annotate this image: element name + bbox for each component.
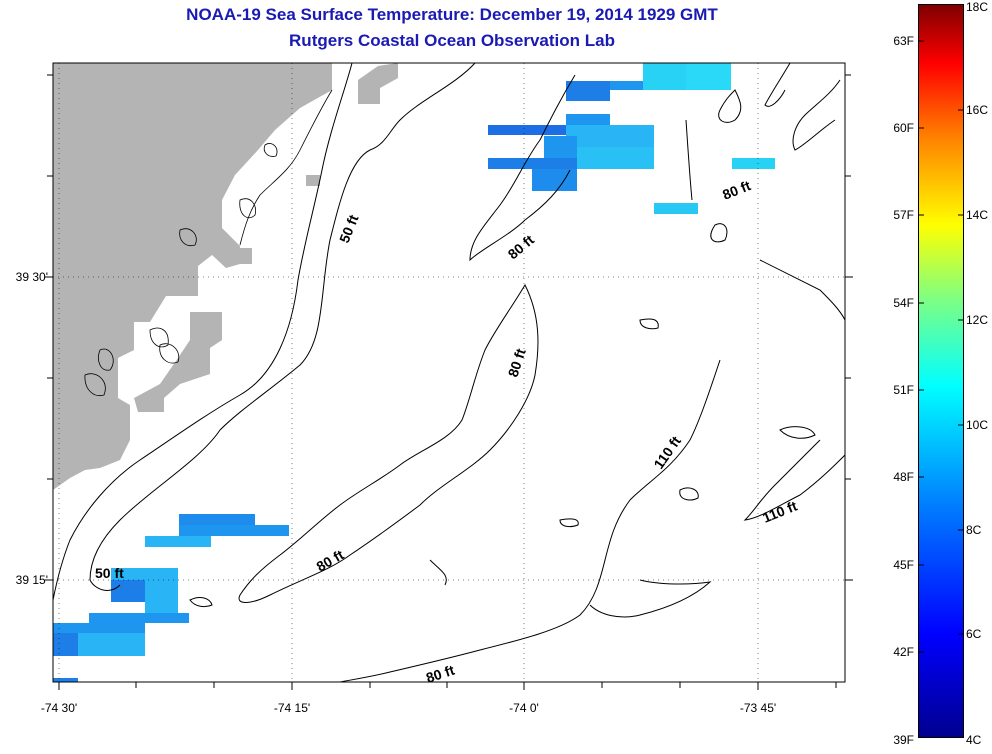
- colorbar-c-label: 6C: [966, 627, 982, 641]
- land-mass: [53, 63, 332, 490]
- colorbar-c-label: 14C: [966, 208, 989, 222]
- land-mass: [358, 63, 398, 104]
- depth-label: 80 ft: [505, 231, 538, 262]
- colorbar-f-label: 60F: [893, 121, 914, 135]
- lat-label: 39 15': [15, 573, 48, 587]
- land-mass: [102, 322, 130, 398]
- lat-label: 39 30': [15, 270, 48, 284]
- temperature-colorbar: [918, 4, 964, 738]
- lon-label: -73 45': [739, 701, 777, 715]
- colorbar-f-label: 54F: [893, 296, 914, 310]
- lon-label: -74 0': [509, 701, 539, 715]
- map-subtitle: Rutgers Coastal Ocean Observation Lab: [289, 31, 615, 50]
- lon-label: -74 15': [273, 701, 311, 715]
- colorbar-c-label: 12C: [966, 313, 989, 327]
- colorbar-f-label: 57F: [893, 208, 914, 222]
- depth-label: 80 ft: [720, 177, 753, 203]
- depth-label: 110 ft: [650, 433, 684, 472]
- colorbar-f-label: 48F: [893, 470, 914, 484]
- lon-label: -74 30': [40, 701, 78, 715]
- depth-label: 50 ft: [336, 212, 362, 245]
- colorbar-c-label: 16C: [966, 103, 989, 117]
- sst-pixels: [53, 63, 775, 682]
- map-frame: [52, 62, 846, 683]
- grid-lines: [53, 63, 845, 682]
- depth-label: 80 ft: [505, 346, 529, 379]
- colorbar-c-label: 10C: [966, 418, 989, 432]
- depth-label: 110 ft: [760, 497, 800, 525]
- depth-label: 50 ft: [95, 565, 124, 581]
- colorbar-f-label: 63F: [893, 34, 914, 48]
- land-mass: [306, 175, 320, 186]
- land-mass: [232, 248, 252, 264]
- colorbar-f-label: 45F: [893, 558, 914, 572]
- depth-contours: [52, 62, 846, 683]
- colorbar-c-label: 18C: [966, 0, 989, 14]
- depth-label: 80 ft: [314, 546, 347, 574]
- colorbar-c-label: 4C: [966, 733, 982, 747]
- axis-ticks: [45, 74, 853, 690]
- colorbar-c-label: 8C: [966, 523, 982, 537]
- coastline: [84, 89, 333, 397]
- map-title: NOAA-19 Sea Surface Temperature: Decembe…: [186, 5, 718, 24]
- colorbar-f-label: 42F: [893, 645, 914, 659]
- colorbar-f-label: 51F: [893, 383, 914, 397]
- colorbar-f-label: 39F: [893, 733, 914, 747]
